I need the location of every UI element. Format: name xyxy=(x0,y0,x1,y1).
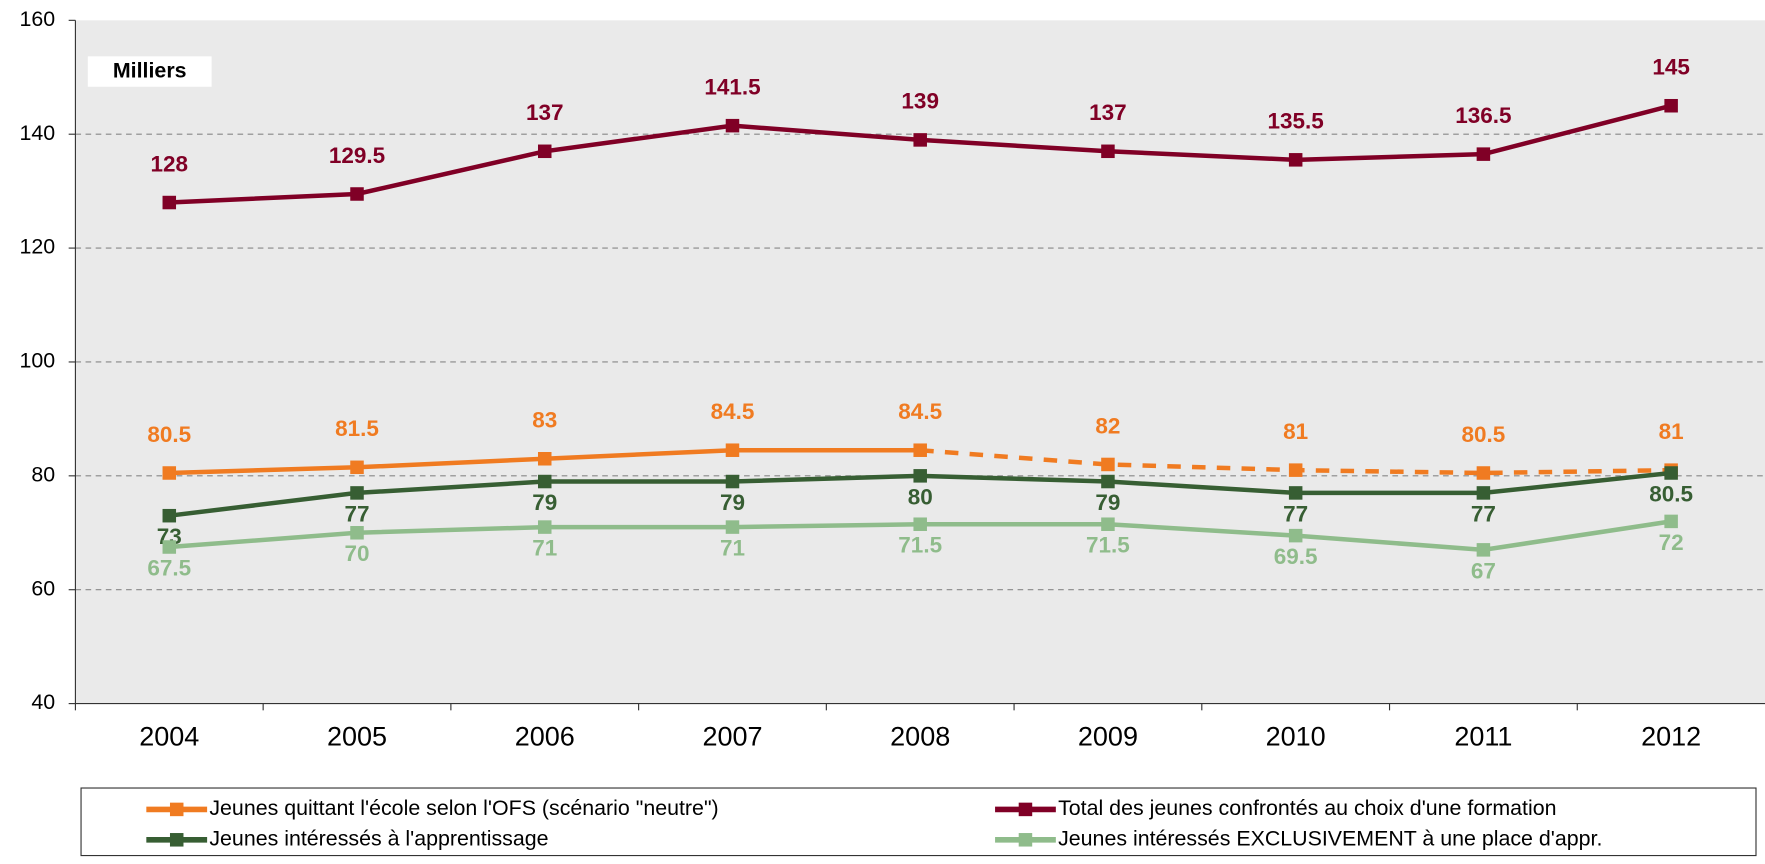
data-label: 135.5 xyxy=(1268,109,1324,134)
marker xyxy=(162,508,177,523)
marker xyxy=(1664,514,1678,529)
legend-label: Jeunes intéressés EXCLUSIVEMENT à une pl… xyxy=(1058,826,1602,850)
data-label: 84.5 xyxy=(898,399,942,424)
data-label: 77 xyxy=(1471,501,1496,526)
marker xyxy=(725,118,740,133)
legend-marker xyxy=(1018,833,1033,847)
data-label: 79 xyxy=(1095,490,1120,515)
annotation-box xyxy=(87,56,212,87)
data-label: 71 xyxy=(532,536,557,561)
y-tick-label: 140 xyxy=(19,121,55,145)
data-label: 71.5 xyxy=(1086,533,1130,558)
y-tick-label: 80 xyxy=(31,462,55,486)
legend-marker xyxy=(169,833,184,847)
x-tick-label: 2010 xyxy=(1266,722,1326,752)
marker xyxy=(537,520,552,534)
legend xyxy=(80,787,1757,857)
marker xyxy=(162,195,177,210)
data-label: 84.5 xyxy=(711,399,755,424)
x-tick-label: 2009 xyxy=(1078,722,1138,752)
marker xyxy=(913,443,927,457)
marker xyxy=(537,474,552,489)
marker xyxy=(350,486,364,500)
data-label: 71 xyxy=(720,536,745,561)
marker xyxy=(1288,463,1303,477)
marker xyxy=(1664,98,1678,113)
marker xyxy=(1476,466,1491,480)
marker xyxy=(1101,517,1115,531)
data-label: 67.5 xyxy=(147,555,191,580)
data-label: 72 xyxy=(1659,530,1684,555)
y-tick-label: 160 xyxy=(19,7,55,31)
marker xyxy=(162,540,177,554)
annotation: Milliers xyxy=(113,59,187,83)
y-tick-label: 60 xyxy=(31,576,55,600)
data-label: 70 xyxy=(344,541,369,566)
data-label: 79 xyxy=(532,490,557,515)
x-tick-label: 2012 xyxy=(1641,722,1701,752)
data-label: 128 xyxy=(151,151,189,176)
y-tick-label: 100 xyxy=(19,349,55,373)
data-label: 129.5 xyxy=(329,143,385,168)
marker xyxy=(350,460,364,475)
y-tick-label: 40 xyxy=(31,690,55,714)
data-label: 80.5 xyxy=(1649,481,1693,506)
data-label: 79 xyxy=(720,490,745,515)
marker xyxy=(1664,466,1678,480)
marker xyxy=(350,187,364,201)
data-label: 71.5 xyxy=(898,533,942,558)
data-label: 80.5 xyxy=(1462,422,1506,447)
legend-label: Jeunes intéressés à l'apprentissage xyxy=(209,826,548,850)
data-label: 137 xyxy=(526,100,564,125)
data-label: 139 xyxy=(901,89,939,114)
legend-label: Jeunes quittant l'école selon l'OFS (scé… xyxy=(209,796,718,820)
data-label: 67 xyxy=(1471,558,1496,583)
marker xyxy=(1101,144,1115,159)
data-label: 80.5 xyxy=(147,422,191,447)
data-label: 145 xyxy=(1652,55,1690,80)
legend-marker xyxy=(169,802,184,817)
marker xyxy=(537,144,552,159)
marker xyxy=(537,452,552,466)
x-tick-label: 2006 xyxy=(515,722,575,752)
marker xyxy=(1476,147,1491,161)
data-label: 81 xyxy=(1283,419,1308,444)
marker xyxy=(1101,457,1115,472)
data-label: 137 xyxy=(1089,100,1127,125)
data-label: 141.5 xyxy=(704,74,760,99)
data-label: 83 xyxy=(532,408,557,433)
marker xyxy=(1476,543,1491,557)
legend-marker xyxy=(1018,802,1033,817)
marker xyxy=(913,469,927,483)
marker xyxy=(1288,153,1303,167)
x-tick-label: 2011 xyxy=(1454,722,1512,752)
x-tick-label: 2008 xyxy=(890,722,950,752)
legend-label: Total des jeunes confrontés au choix d'u… xyxy=(1058,796,1556,820)
data-label: 80 xyxy=(908,484,933,509)
marker xyxy=(725,443,740,457)
x-tick-label: 2007 xyxy=(702,722,762,752)
marker xyxy=(1476,486,1491,500)
x-tick-label: 2004 xyxy=(139,722,199,752)
marker xyxy=(1101,474,1115,489)
marker xyxy=(1288,528,1303,543)
marker xyxy=(725,474,740,489)
marker xyxy=(162,466,177,480)
marker xyxy=(350,526,364,540)
x-tick-label: 2005 xyxy=(327,722,387,752)
data-label: 81 xyxy=(1659,419,1684,444)
data-label: 77 xyxy=(344,501,369,526)
data-label: 69.5 xyxy=(1274,544,1318,569)
marker xyxy=(913,133,927,147)
data-label: 81.5 xyxy=(335,416,379,441)
y-tick-label: 120 xyxy=(19,235,55,259)
data-label: 136.5 xyxy=(1455,103,1511,128)
data-label: 82 xyxy=(1095,413,1120,438)
marker xyxy=(1288,486,1303,500)
marker xyxy=(725,520,740,534)
data-label: 77 xyxy=(1283,501,1308,526)
marker xyxy=(913,517,927,531)
